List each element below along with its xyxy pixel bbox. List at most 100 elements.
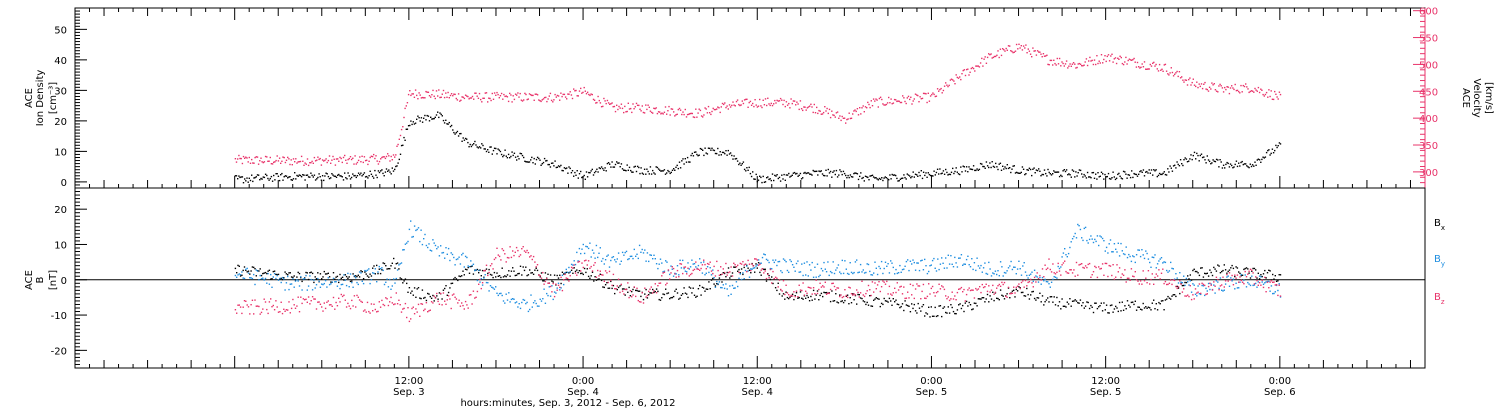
bz-point — [1107, 275, 1109, 278]
velocity-point — [548, 95, 550, 97]
velocity-point — [1131, 59, 1133, 61]
ion-density-point — [871, 174, 874, 176]
bx-point — [794, 295, 796, 297]
ion-density-point — [249, 179, 252, 182]
bz-point — [504, 253, 506, 255]
bx-point — [734, 266, 736, 268]
ion-density-point — [967, 171, 969, 173]
by-point — [238, 273, 240, 275]
ion-density-point — [1038, 168, 1040, 170]
bz-point — [965, 293, 968, 296]
bz-point — [1058, 270, 1061, 272]
ion-density-point — [454, 133, 456, 135]
velocity-point — [670, 108, 672, 110]
by-point — [1122, 253, 1125, 255]
velocity-point — [268, 160, 270, 162]
ion-density-point — [752, 171, 754, 173]
velocity-point — [675, 114, 677, 116]
bx-point — [366, 275, 369, 277]
by-point — [321, 283, 323, 285]
by-point — [1204, 294, 1206, 297]
velocity-point — [450, 93, 453, 95]
by-point — [519, 307, 522, 310]
bx-point — [1279, 274, 1282, 276]
by-point — [988, 261, 990, 264]
bx-point — [1145, 306, 1147, 308]
ion-density-point — [1253, 165, 1255, 167]
velocity-point — [648, 106, 650, 108]
bz-point — [1006, 296, 1008, 298]
bz-point — [600, 274, 603, 276]
velocity-point — [409, 90, 411, 92]
bz-point — [441, 304, 443, 306]
bx-point — [1147, 306, 1150, 308]
bz-point — [398, 299, 400, 301]
ion-density-point — [1279, 143, 1282, 145]
bx-point — [700, 294, 702, 296]
velocity-point — [369, 156, 371, 159]
bz-point — [450, 307, 452, 310]
ion-density-point — [1098, 176, 1100, 178]
bz-point — [369, 312, 371, 314]
b-tick-label: 10 — [54, 240, 67, 251]
velocity-point — [804, 106, 806, 108]
by-point — [1190, 291, 1193, 293]
velocity-point — [349, 156, 352, 158]
by-point — [372, 272, 374, 274]
velocity-point — [547, 98, 549, 100]
ion-density-point — [636, 165, 639, 168]
ion-density-point — [991, 161, 993, 163]
bx-point — [879, 305, 881, 308]
by-point — [344, 279, 346, 281]
velocity-point — [813, 103, 815, 106]
bz-point — [1221, 284, 1223, 286]
ion-density-point — [975, 169, 977, 172]
bz-point — [653, 290, 655, 292]
bz-point — [461, 302, 463, 304]
bx-point — [297, 271, 299, 274]
bx-point — [1269, 270, 1271, 272]
bx-point — [497, 275, 499, 277]
ion-density-point — [428, 120, 431, 122]
velocity-point — [396, 145, 398, 147]
velocity-point — [609, 103, 611, 105]
bx-point — [1066, 301, 1068, 303]
ion-density-point — [773, 179, 775, 182]
bz-point — [659, 282, 662, 284]
by-point — [1206, 290, 1208, 292]
ion-density-point — [502, 155, 504, 158]
bx-point — [532, 273, 535, 275]
velocity-point — [335, 158, 338, 160]
bz-point — [1007, 286, 1010, 289]
ion-density-point — [806, 172, 809, 174]
ion-density-point — [1010, 171, 1012, 174]
ion-density-point — [277, 175, 280, 177]
bx-point — [290, 276, 293, 278]
bz-point — [1133, 275, 1135, 278]
bx-point — [1043, 304, 1045, 306]
ion-density-tick-label: 30 — [54, 86, 67, 97]
bz-point — [270, 298, 272, 300]
ion-density-point — [327, 175, 330, 178]
bx-point — [789, 296, 791, 299]
by-point — [568, 266, 570, 269]
bx-point — [814, 298, 816, 300]
velocity-point — [1119, 55, 1121, 57]
by-point — [247, 272, 250, 274]
bx-point — [971, 308, 973, 311]
bx-point — [338, 281, 340, 284]
by-point — [1235, 282, 1237, 284]
velocity-point — [850, 117, 853, 119]
by-point — [521, 301, 523, 304]
ion-density-point — [864, 175, 867, 177]
by-point — [986, 273, 989, 275]
velocity-point — [885, 103, 888, 106]
velocity-point — [366, 159, 368, 161]
ion-density-point — [450, 124, 453, 127]
bx-point — [1015, 288, 1017, 291]
velocity-point — [868, 103, 870, 106]
velocity-point — [1088, 60, 1090, 62]
velocity-point — [505, 95, 507, 97]
by-point — [1214, 292, 1216, 294]
velocity-point — [554, 93, 556, 96]
